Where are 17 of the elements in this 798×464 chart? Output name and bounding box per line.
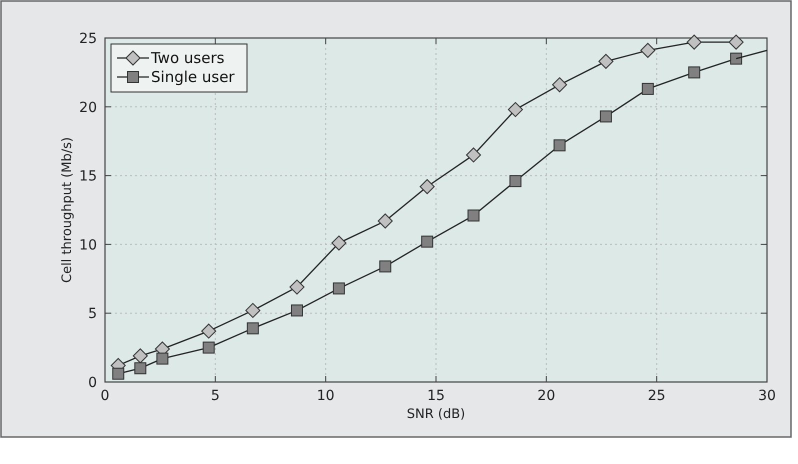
y-tick-label: 10 [79, 237, 97, 254]
legend-label: Single user [151, 68, 236, 86]
legend-label: Two users [150, 49, 225, 67]
x-axis-title: SNR (dB) [406, 407, 466, 422]
y-axis-title: Cell throughput (Mb/s) [60, 137, 75, 283]
y-tick-label: 25 [79, 31, 97, 47]
x-tick-label: 20 [537, 388, 556, 404]
x-tick-label: 15 [427, 388, 445, 404]
x-tick-label: 10 [316, 388, 335, 404]
x-tick-label: 30 [758, 388, 776, 404]
y-tick-label: 0 [88, 375, 97, 391]
x-tick-label: 25 [648, 388, 666, 404]
x-tick-label: 5 [210, 388, 220, 404]
y-tick-label: 5 [88, 306, 97, 322]
y-tick-label: 15 [79, 168, 97, 185]
x-tick-label: 0 [100, 388, 110, 404]
y-tick-label: 20 [79, 100, 97, 116]
